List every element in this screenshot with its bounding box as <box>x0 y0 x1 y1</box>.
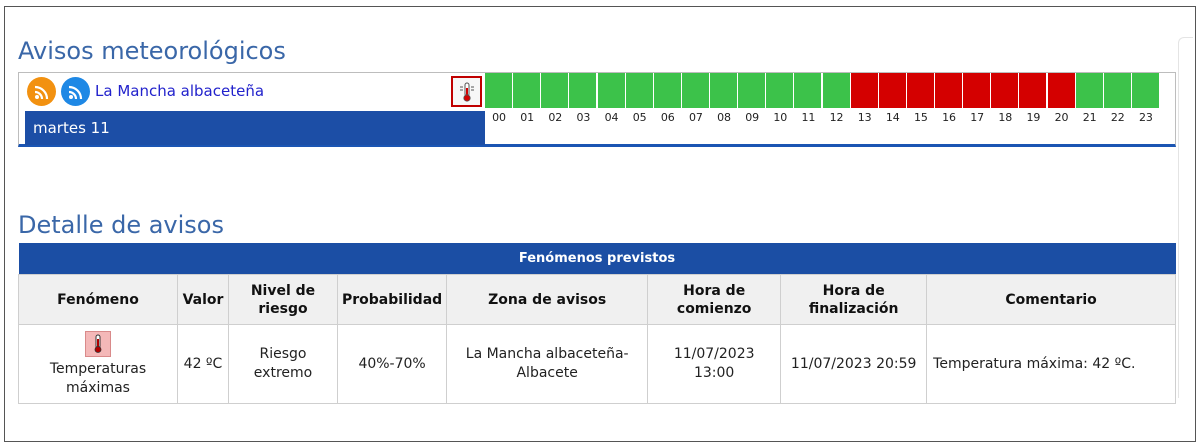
hour-cell <box>738 73 766 108</box>
cell-nivel: Riesgo extremo <box>228 324 338 404</box>
hour-label: 16 <box>942 111 957 124</box>
detalle-title: Detalle de avisos <box>18 211 224 239</box>
zona-line2: Albacete <box>516 365 578 381</box>
col-fin: Hora de finalización <box>780 274 928 325</box>
col-valor: Valor <box>177 274 229 325</box>
hour-label: 19 <box>1026 111 1041 124</box>
hour-label: 14 <box>885 111 900 124</box>
hour-label: 10 <box>773 111 788 124</box>
avisos-title: Avisos meteorológicos <box>18 37 286 65</box>
hour-cell <box>653 73 681 108</box>
col-nivel-line2: riesgo <box>258 300 308 317</box>
hour-cell <box>850 73 878 108</box>
col-nivel-line1: Nivel de <box>250 282 316 299</box>
cell-comienzo: 11/07/2023 13:00 <box>647 324 782 404</box>
hour-label: 04 <box>604 111 619 124</box>
hour-label: 05 <box>632 111 647 124</box>
hour-cell <box>513 73 541 108</box>
warning-timeline: La Mancha albaceteña martes 11 00 01 02 03 0… <box>18 72 1176 147</box>
col-comienzo-line2: comienzo <box>676 300 752 317</box>
hour-cell <box>597 73 625 108</box>
hour-label: 15 <box>913 111 928 124</box>
hourly-warning-strip: 00 01 02 03 04 05 06 07 08 09 10 11 12 13 14 15 16 17 18 19… <box>485 73 1161 145</box>
hour-cell <box>710 73 737 108</box>
table-row: Temperaturas máximas 42 ºC Riesgo extrem… <box>18 324 1176 404</box>
col-fin-line1: Hora de <box>822 282 885 299</box>
rss-feed-icon[interactable] <box>27 77 56 106</box>
rss-cap-feed-icon[interactable] <box>61 77 90 106</box>
hour-cell <box>906 73 934 108</box>
col-comienzo: Hora de comienzo <box>647 274 782 325</box>
hour-label: 02 <box>548 111 563 124</box>
hour-cell <box>541 73 569 108</box>
hour-cell <box>569 73 597 108</box>
hour-cell <box>878 73 906 108</box>
hour-cell <box>625 73 653 108</box>
col-probabilidad: Probabilidad <box>336 274 448 325</box>
hour-label: 00 <box>492 111 507 124</box>
col-zona: Zona de avisos <box>446 274 649 325</box>
hour-cell <box>963 73 991 108</box>
hour-cell <box>1131 73 1159 108</box>
hour-label: 22 <box>1110 111 1125 124</box>
cell-zona: La Mancha albaceteña- Albacete <box>446 324 649 404</box>
col-fenomeno: Fenómeno <box>18 274 178 325</box>
hour-cell <box>1075 73 1103 108</box>
hour-label: 08 <box>717 111 732 124</box>
zone-link[interactable]: La Mancha albaceteña <box>95 82 265 100</box>
hour-label: 13 <box>857 111 872 124</box>
hour-cell <box>794 73 822 108</box>
hour-label: 12 <box>829 111 844 124</box>
hour-cell <box>822 73 850 108</box>
table-caption: Fenómenos previstos <box>18 243 1176 275</box>
hour-cell <box>1047 73 1075 108</box>
thermometer-warning-icon[interactable] <box>451 76 482 107</box>
hour-label: 21 <box>1082 111 1097 124</box>
hour-cell <box>935 73 962 108</box>
hour-cell <box>485 73 512 108</box>
cell-probabilidad: 40%-70% <box>336 324 448 404</box>
hour-label: 01 <box>520 111 535 124</box>
hour-cell <box>681 73 709 108</box>
scroll-edge <box>1178 37 1193 398</box>
hour-label: 09 <box>745 111 760 124</box>
cell-fenomeno: Temperaturas máximas <box>18 324 178 404</box>
day-label: martes 11 <box>25 111 485 145</box>
cell-comentario: Temperatura máxima: 42 ºC. <box>926 324 1176 404</box>
col-comienzo-line1: Hora de <box>683 282 746 299</box>
hour-labels: 00 01 02 03 04 05 06 07 08 09 10 11 12 13 14 15 16 17 18 19… <box>485 111 1161 124</box>
timeline-zone-panel: La Mancha albaceteña martes 11 <box>19 73 485 145</box>
col-fin-line2: finalización <box>808 300 899 317</box>
hour-label: 11 <box>801 111 816 124</box>
hour-label: 23 <box>1138 111 1153 124</box>
hour-cell <box>1019 73 1047 108</box>
hour-cells <box>485 73 1161 108</box>
warning-detail-table: Fenómenos previstos Fenómeno Valor Nivel… <box>18 243 1176 404</box>
fenomeno-line1: Temperaturas <box>49 360 147 377</box>
zona-line1: La Mancha albaceteña- <box>465 346 629 362</box>
cell-fin: 11/07/2023 20:59 <box>780 324 928 404</box>
table-header-row: Fenómeno Valor Nivel de riesgo Probabili… <box>18 274 1176 325</box>
hour-label: 18 <box>998 111 1013 124</box>
hour-label: 06 <box>660 111 675 124</box>
col-nivel: Nivel de riesgo <box>228 274 338 325</box>
hour-label: 03 <box>576 111 591 124</box>
col-comentario: Comentario <box>926 274 1176 325</box>
hour-cell <box>991 73 1019 108</box>
cell-valor: 42 ºC <box>177 324 229 404</box>
hour-label: 07 <box>688 111 703 124</box>
fenomeno-line2: máximas <box>66 379 130 396</box>
hour-cell <box>1103 73 1131 108</box>
hour-label: 17 <box>970 111 985 124</box>
hour-label: 20 <box>1054 111 1069 124</box>
thermometer-icon <box>85 330 111 357</box>
hour-cell <box>766 73 794 108</box>
